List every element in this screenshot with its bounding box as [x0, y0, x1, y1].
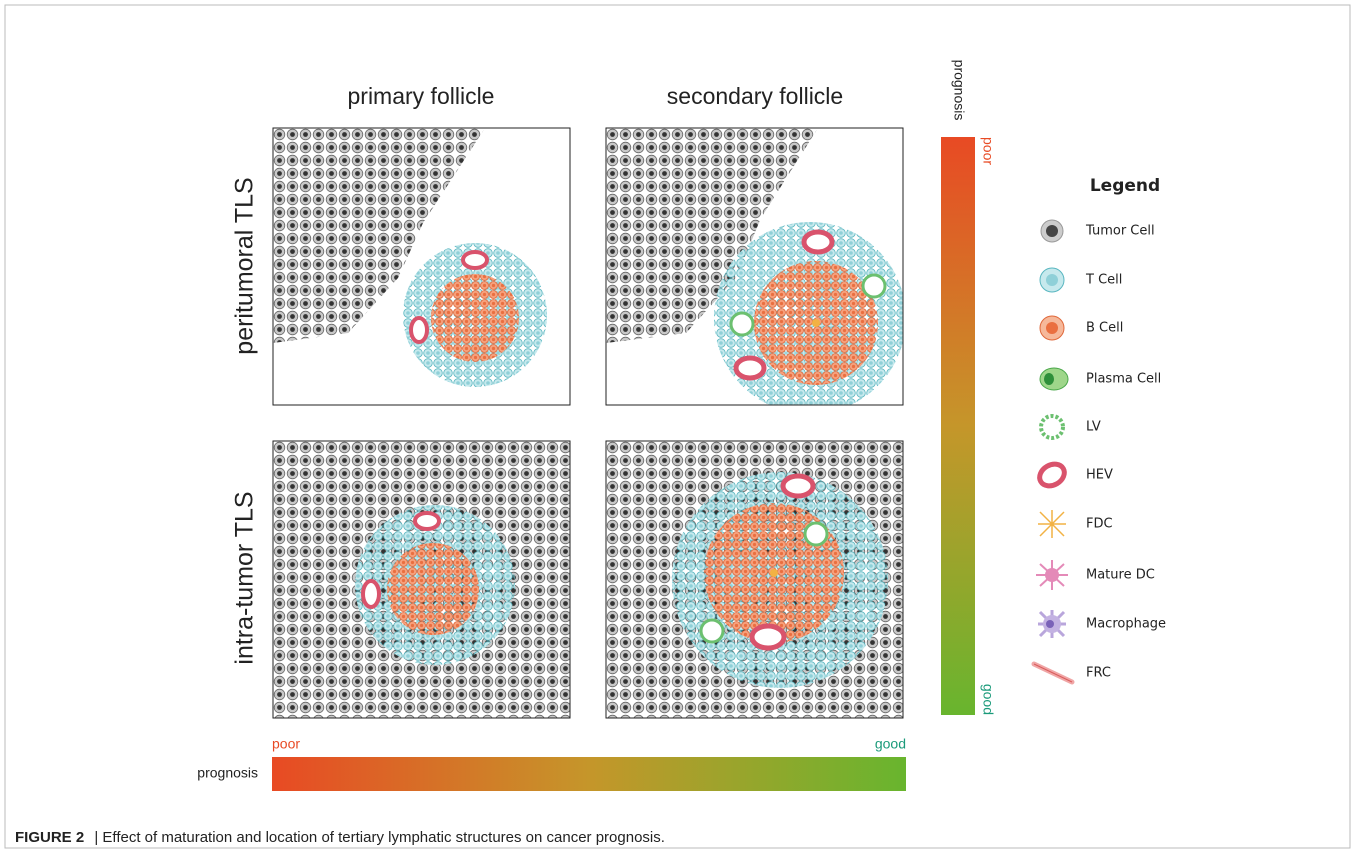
hev [783, 476, 813, 496]
hev [411, 318, 427, 342]
hev [415, 513, 439, 529]
lv [805, 523, 827, 545]
icon-plasma [1044, 373, 1054, 385]
scale-title: prognosis [197, 765, 258, 781]
legend-label: Tumor Cell [1085, 224, 1155, 239]
icon-lv [1041, 416, 1063, 438]
panel [273, 128, 547, 387]
icon-fdc [1038, 510, 1066, 538]
fdc [812, 319, 820, 327]
icon-dc [1045, 568, 1059, 582]
lv [731, 313, 753, 335]
legend-label: FDC [1086, 517, 1113, 532]
prognosis-bar [941, 137, 975, 715]
legend-label: LV [1086, 420, 1101, 435]
panel [606, 128, 906, 414]
caption: FIGURE 2 | Effect of maturation and loca… [15, 829, 665, 846]
legend-label: Macrophage [1086, 617, 1166, 632]
scale-bottom: good [980, 684, 996, 715]
column-title: secondary follicle [667, 83, 843, 109]
legend-labels: Tumor Cell T Cell B Cell Plasma Cell LV HEV FD… [1085, 224, 1166, 681]
panel [606, 441, 903, 718]
scale-title: prognosis [951, 60, 967, 121]
hev [363, 581, 379, 607]
icon-frc [1034, 664, 1072, 682]
legend-icons [1034, 220, 1072, 682]
column-title: primary follicle [348, 83, 495, 109]
caption-label: FIGURE 2 [15, 829, 84, 846]
legend-label: HEV [1086, 468, 1113, 483]
figure: primary follicle secondary follicle peri… [0, 0, 1355, 853]
row-title: peritumoral TLS [231, 177, 259, 354]
legend-label: Mature DC [1086, 568, 1155, 583]
icon-hev [1036, 460, 1069, 490]
hev [463, 252, 487, 268]
legend-title: Legend [1090, 176, 1160, 196]
legend-label: B Cell [1086, 321, 1123, 336]
scale-right: good [875, 736, 906, 752]
page: {"columns": ["primary follicle", "second… [0, 0, 1355, 853]
hev [752, 626, 784, 648]
lv [863, 275, 885, 297]
row-title: intra-tumor TLS [231, 491, 259, 664]
legend-label: T Cell [1085, 273, 1122, 288]
scale-top: poor [980, 137, 996, 165]
legend-label: FRC [1086, 666, 1111, 681]
caption-text: | Effect of maturation and location of t… [94, 829, 665, 846]
icon-b [1046, 322, 1058, 334]
icon-mac [1046, 620, 1054, 628]
fdc [770, 569, 778, 577]
prognosis-bar [272, 757, 906, 791]
b-cell-zone [431, 274, 519, 362]
icon-t [1046, 274, 1058, 286]
hev [736, 358, 764, 378]
scale-left: poor [272, 736, 300, 752]
legend-label: Plasma Cell [1086, 372, 1161, 387]
icon-tumor [1046, 225, 1058, 237]
lv [701, 620, 723, 642]
b-cell-zone [387, 543, 479, 635]
panel [273, 441, 570, 718]
hev [804, 232, 832, 252]
